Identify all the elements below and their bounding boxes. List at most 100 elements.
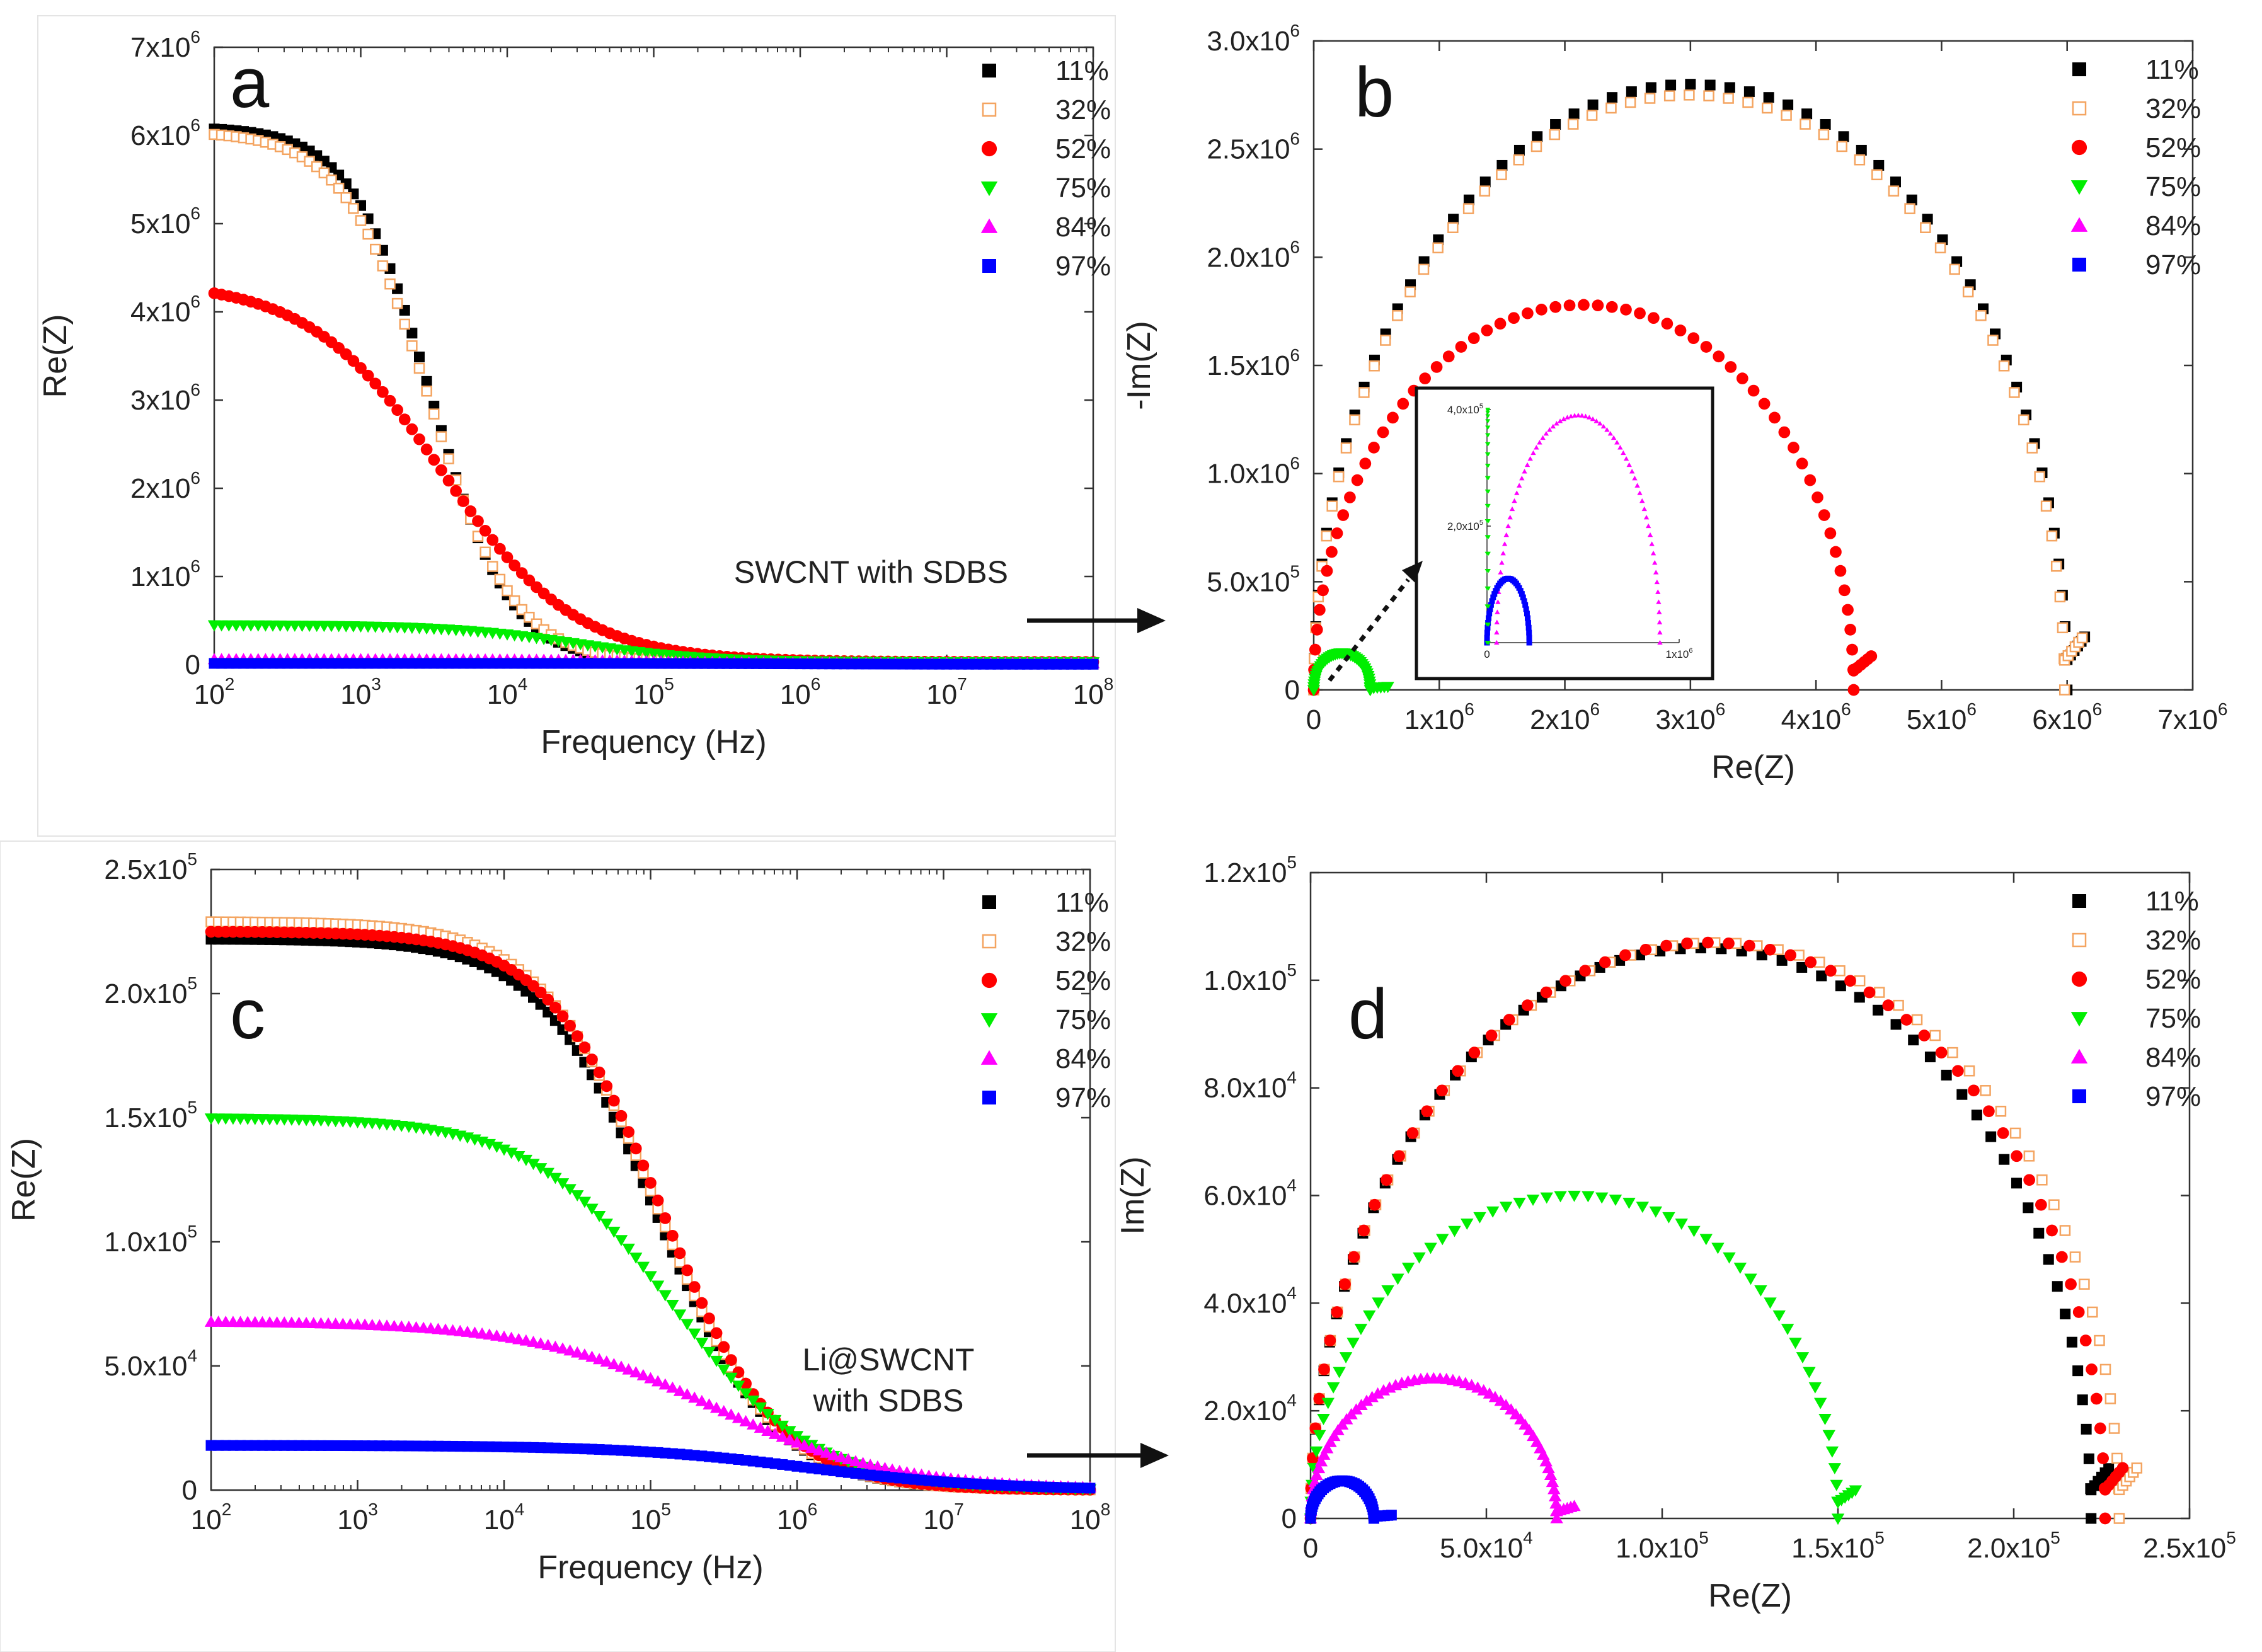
x-tick-label: 1.0x105	[1616, 1528, 1709, 1564]
marker-32pct	[443, 453, 454, 464]
marker-52pct	[1344, 491, 1356, 503]
marker-84pct	[607, 1358, 621, 1370]
arrow-head	[1137, 608, 1166, 633]
marker-52pct	[1387, 411, 1399, 424]
marker-32pct	[1987, 335, 1999, 346]
marker-11pct	[1479, 176, 1491, 188]
marker-52pct	[362, 369, 374, 382]
marker-11pct	[2033, 1227, 2045, 1239]
marker-84pct	[827, 1448, 841, 1460]
marker-32pct	[502, 585, 513, 597]
marker-52pct	[1326, 546, 1338, 558]
legend-label: 11%	[2145, 54, 2199, 85]
marker-52pct	[1358, 1224, 1370, 1237]
marker-11pct	[414, 352, 425, 363]
marker-97pct	[1491, 591, 1498, 597]
marker-32pct	[2009, 387, 2020, 398]
marker-75pct	[1808, 1382, 1822, 1394]
marker-75pct	[1321, 1397, 1335, 1409]
marker-84pct	[980, 218, 998, 233]
x-tick-label: 108	[1070, 1500, 1111, 1535]
x-axis-label: Frequency (Hz)	[537, 1549, 763, 1586]
x-tick-label: 3x106	[1655, 699, 1725, 735]
x-tick-label: 7x106	[2158, 699, 2228, 735]
marker-75pct	[651, 1280, 665, 1292]
marker-32pct	[1949, 263, 1960, 275]
marker-75pct	[1486, 463, 1491, 468]
marker-52pct	[1592, 299, 1604, 312]
marker-32pct	[1871, 169, 1883, 181]
marker-52pct	[2071, 971, 2087, 987]
series-75pct	[1307, 648, 1394, 697]
y-tick-label: 5.0x104	[104, 1346, 197, 1382]
marker-52pct	[718, 1341, 730, 1353]
marker-52pct	[1968, 1084, 1980, 1097]
marker-52pct	[413, 433, 425, 445]
marker-75pct	[1609, 1195, 1622, 1207]
marker-84pct	[1507, 515, 1513, 520]
marker-32pct	[2036, 1174, 2048, 1186]
marker-32pct	[333, 183, 345, 194]
marker-84pct	[1632, 476, 1638, 481]
marker-97pct	[1487, 606, 1493, 612]
marker-32pct	[1340, 442, 1352, 454]
marker-84pct	[1593, 418, 1599, 423]
marker-97pct	[982, 1091, 996, 1104]
y-tick-label: 0	[1285, 675, 1300, 706]
marker-84pct	[1561, 416, 1566, 422]
inset-series-75pct	[1484, 408, 1491, 645]
marker-11pct	[2083, 1453, 2094, 1464]
marker-84pct	[1540, 435, 1546, 440]
inset-x-tick-label: 1x106	[1666, 647, 1693, 660]
y-tick-label: 3x106	[130, 380, 200, 416]
marker-84pct	[1614, 440, 1620, 445]
x-tick-label: 106	[777, 1500, 818, 1535]
marker-75pct	[1424, 1242, 1437, 1254]
marker-75pct	[644, 1271, 657, 1283]
marker-75pct	[1830, 1479, 1843, 1491]
marker-32pct	[2111, 1452, 2123, 1464]
marker-52pct	[1758, 398, 1771, 410]
x-tick-label: 102	[194, 674, 235, 710]
marker-52pct	[629, 1142, 642, 1155]
marker-52pct	[1846, 643, 1858, 656]
marker-11pct	[1496, 159, 1508, 171]
marker-84pct	[1637, 490, 1643, 495]
marker-84pct	[666, 1381, 679, 1393]
marker-32pct	[2076, 632, 2088, 644]
marker-52pct	[2097, 1452, 2109, 1464]
marker-84pct	[725, 1408, 738, 1420]
marker-32pct	[2048, 1199, 2060, 1210]
marker-75pct	[1448, 1225, 1461, 1237]
marker-52pct	[1818, 509, 1830, 521]
marker-75pct	[1485, 414, 1491, 418]
marker-52pct	[1639, 943, 1652, 956]
marker-75pct	[636, 1261, 650, 1273]
inset-pointer-head	[1402, 561, 1423, 583]
y-tick-label: 2.5x106	[1207, 129, 1300, 165]
marker-52pct	[2086, 1363, 2098, 1375]
marker-97pct	[1088, 658, 1099, 670]
marker-52pct	[564, 1019, 576, 1032]
marker-52pct	[515, 567, 528, 580]
marker-75pct	[1789, 1338, 1802, 1350]
inset-y-tick-label: 2,0x105	[1447, 519, 1483, 532]
marker-32pct	[1947, 1047, 1958, 1058]
marker-84pct	[1546, 1476, 1559, 1488]
marker-75pct	[1486, 551, 1491, 556]
marker-84pct	[878, 1462, 892, 1474]
marker-84pct	[1656, 619, 1663, 624]
marker-52pct	[1997, 1127, 2009, 1139]
marker-32pct	[1567, 118, 1579, 130]
marker-75pct	[1413, 1252, 1426, 1264]
marker-52pct	[1309, 643, 1321, 656]
marker-52pct	[2090, 1392, 2103, 1405]
marker-52pct	[479, 524, 491, 537]
marker-75pct	[1486, 519, 1491, 524]
marker-75pct	[1595, 1192, 1609, 1204]
marker-84pct	[1657, 640, 1663, 645]
marker-32pct	[2104, 1393, 2116, 1404]
series-97pct	[1305, 1475, 1397, 1524]
marker-84pct	[1548, 1490, 1562, 1501]
marker-52pct	[1788, 442, 1800, 454]
